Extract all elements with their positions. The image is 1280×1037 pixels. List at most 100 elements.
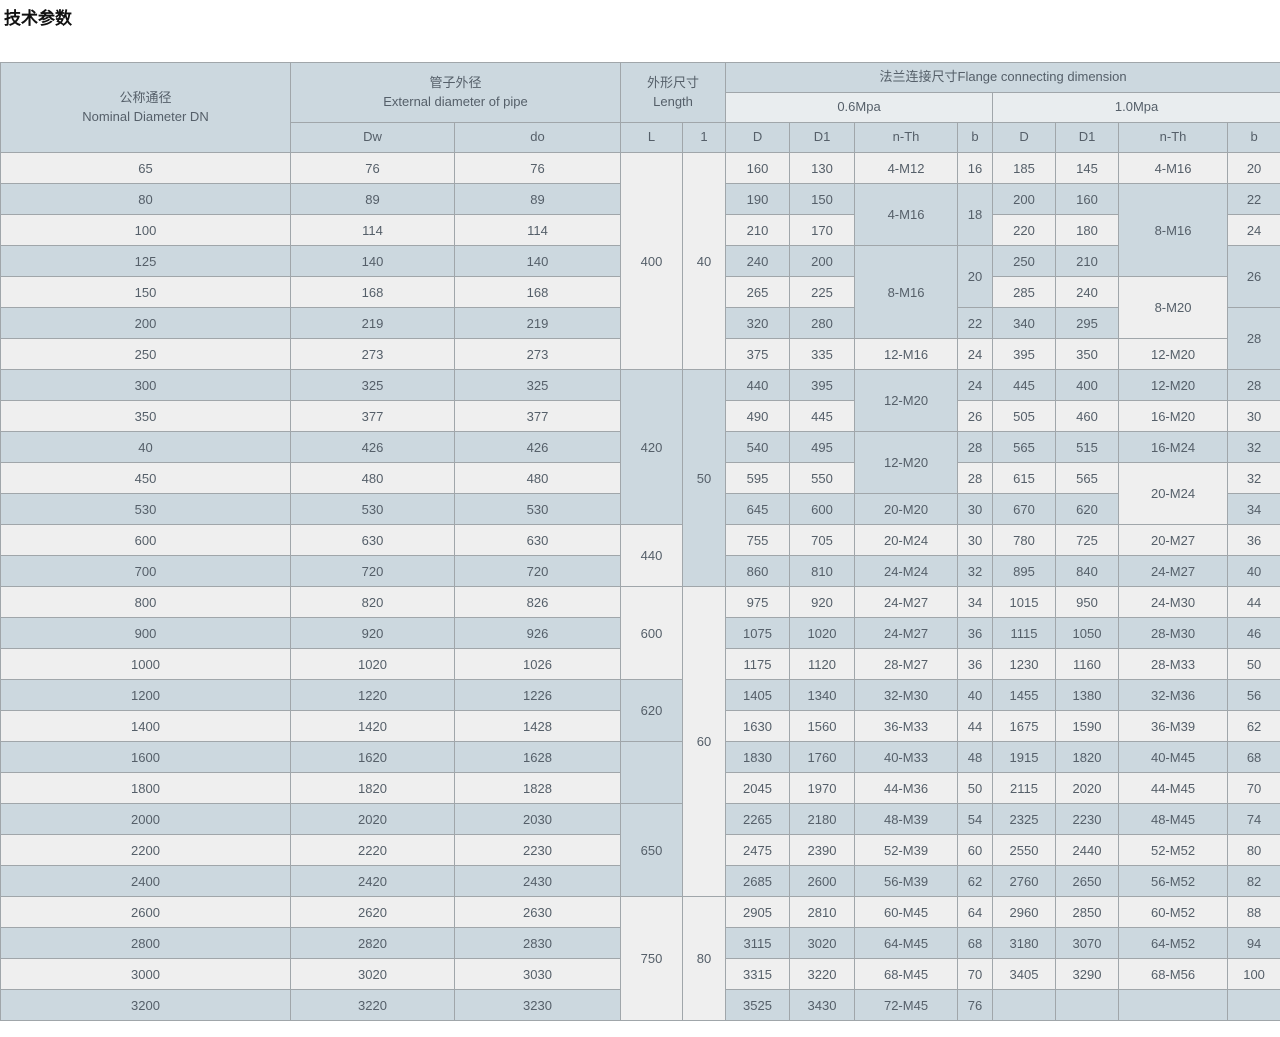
table-cell: 1075 [725, 617, 791, 649]
table-cell: 920 [789, 586, 856, 618]
table-row: 2000 2020 2030 650 2265 2180 48-M39 54 2325 2230 4… [0, 803, 1280, 897]
table-cell: 68-M45 [854, 958, 959, 990]
table-cell: 320 [725, 307, 791, 339]
table-cell: 8-M16 [1118, 183, 1229, 277]
table-cell: 225 [789, 276, 856, 308]
table-cell: 505 [992, 400, 1057, 432]
table-cell: 64-M52 [1118, 927, 1229, 959]
table-cell: 2390 [789, 834, 856, 866]
table-cell: 80 [681, 896, 727, 1021]
table-cell [1227, 989, 1280, 1021]
table-cell: 273 [454, 338, 621, 370]
table-cell: 2000 [0, 803, 291, 835]
table-cell: 490 [725, 400, 791, 432]
table-cell: 44 [1227, 586, 1280, 618]
table-cell: 1380 [1055, 679, 1120, 711]
table-cell: 16 [957, 152, 994, 184]
table-row: 1800 1820 1828 2045 1970 44-M36 50 2115 2020 44-M… [0, 772, 1280, 804]
table-cell: 1830 [725, 741, 791, 773]
table-cell: 1220 [290, 679, 455, 711]
table-cell: 32-M30 [854, 679, 959, 711]
header-nth-06: n-Th [854, 122, 959, 153]
table-cell: 1590 [1055, 710, 1120, 742]
table-cell: 620 [1055, 493, 1120, 525]
table-row: 200 219 219 320 280 22 340 295 28 [0, 307, 1280, 370]
table-cell: 920 [290, 617, 455, 649]
table-row: 900 920 926 1075 1020 24-M27 36 1115 1050 28-M30 4… [0, 617, 1280, 649]
table-cell: 1800 [0, 772, 291, 804]
table-head: 公称通径 Nominal Diameter DN 管子外径 External diam… [0, 62, 1280, 153]
header-row: 0.6Mpa 1.0Mpa [1, 92, 1280, 123]
table-cell: 400 [1055, 369, 1120, 401]
table-cell: 1828 [454, 772, 621, 804]
table-cell: 2440 [1055, 834, 1120, 866]
table-cell: 190 [725, 183, 791, 215]
table-cell: 24-M27 [1118, 555, 1229, 587]
table-cell: 40 [957, 679, 994, 711]
table-cell: 24 [957, 338, 994, 370]
table-cell: 565 [992, 431, 1057, 463]
table-cell: 74 [1227, 803, 1280, 835]
table-row: 150 168 168 265 225 285 240 8-M20 [0, 276, 1280, 339]
table-cell: 3180 [992, 927, 1057, 959]
table-cell: 780 [992, 524, 1057, 556]
table-cell: 800 [0, 586, 291, 618]
table-row: 1200 1220 1226 620 1405 1340 32-M30 40 1455 1380 3… [0, 679, 1280, 742]
table-cell: 460 [1055, 400, 1120, 432]
table-cell: 2905 [725, 896, 791, 928]
table-cell: 445 [789, 400, 856, 432]
table-row: 800 820 826 600 60 975 920 24-M27 34 1015 950 24-M3… [0, 586, 1280, 897]
table-cell: 375 [725, 338, 791, 370]
table-cell: 3070 [1055, 927, 1120, 959]
table-cell: 100 [1227, 958, 1280, 990]
header-row: Dw do L 1 D D1 n-Th b D D1 n-Th b [1, 122, 1280, 153]
table-cell: 28-M33 [1118, 648, 1229, 680]
header-b-06: b [957, 122, 994, 153]
table-cell: 30 [1227, 400, 1280, 432]
page-title: 技术参数 [4, 9, 72, 28]
table-cell: 3020 [290, 958, 455, 990]
table-cell: 350 [0, 400, 291, 432]
table-cell [620, 741, 683, 804]
table-cell: 1115 [992, 617, 1057, 649]
table-cell: 210 [725, 214, 791, 246]
table-cell: 2220 [290, 834, 455, 866]
table-cell: 20-M27 [1118, 524, 1229, 556]
table-cell: 480 [290, 462, 455, 494]
table-cell: 2430 [454, 865, 621, 897]
table-cell [1118, 989, 1229, 1021]
table-cell: 8-M16 [854, 245, 959, 339]
table-cell: 1026 [454, 648, 621, 680]
table-cell: 34 [1227, 493, 1280, 525]
table-row: 450 480 480 595 550 28 615 565 20-M24 32 [0, 462, 1280, 525]
table-row: 2200 2220 2230 2475 2390 52-M39 60 2550 2440 52-M… [0, 834, 1280, 866]
table-row: 3200 3220 3230 3525 3430 72-M45 76 [0, 989, 1280, 1021]
table-cell: 2600 [789, 865, 856, 897]
table-cell: 48 [957, 741, 994, 773]
table-cell: 400 [620, 152, 683, 370]
table-cell: 12-M20 [1118, 338, 1229, 370]
table-cell: 1020 [789, 617, 856, 649]
header-d-10: D [992, 122, 1057, 153]
table-cell: 56-M52 [1118, 865, 1229, 897]
table-cell: 325 [290, 369, 455, 401]
table-cell: 3220 [789, 958, 856, 990]
table-cell: 219 [454, 307, 621, 339]
table-cell: 600 [0, 524, 291, 556]
table-cell: 1820 [1055, 741, 1120, 773]
table-cell: 300 [0, 369, 291, 401]
table-cell: 755 [725, 524, 791, 556]
table-cell: 840 [1055, 555, 1120, 587]
table-cell: 114 [290, 214, 455, 246]
table-cell: 3020 [789, 927, 856, 959]
table-cell: 44-M45 [1118, 772, 1229, 804]
table-cell: 76 [957, 989, 994, 1021]
table-cell: 2550 [992, 834, 1057, 866]
table-row: 300 325 325 420 50 440 395 12-M20 24 445 400 12-M20… [0, 369, 1280, 587]
table-cell: 420 [620, 369, 683, 525]
table-cell: 1020 [290, 648, 455, 680]
table-cell: 170 [789, 214, 856, 246]
table-cell: 150 [0, 276, 291, 308]
table-cell: 3220 [290, 989, 455, 1021]
table-cell: 88 [1227, 896, 1280, 928]
